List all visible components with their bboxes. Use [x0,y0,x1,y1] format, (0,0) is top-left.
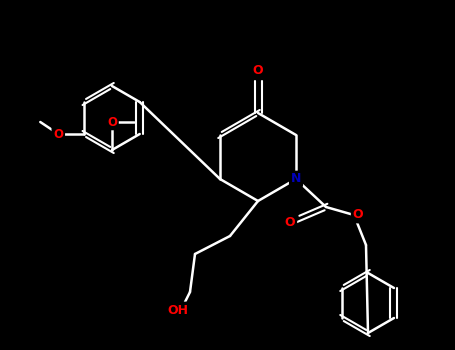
Text: O: O [353,209,363,222]
Text: O: O [253,64,263,77]
Text: N: N [291,173,301,186]
Text: O: O [285,217,295,230]
Text: O: O [107,116,117,128]
Text: O: O [53,127,63,140]
Text: OH: OH [167,303,188,316]
